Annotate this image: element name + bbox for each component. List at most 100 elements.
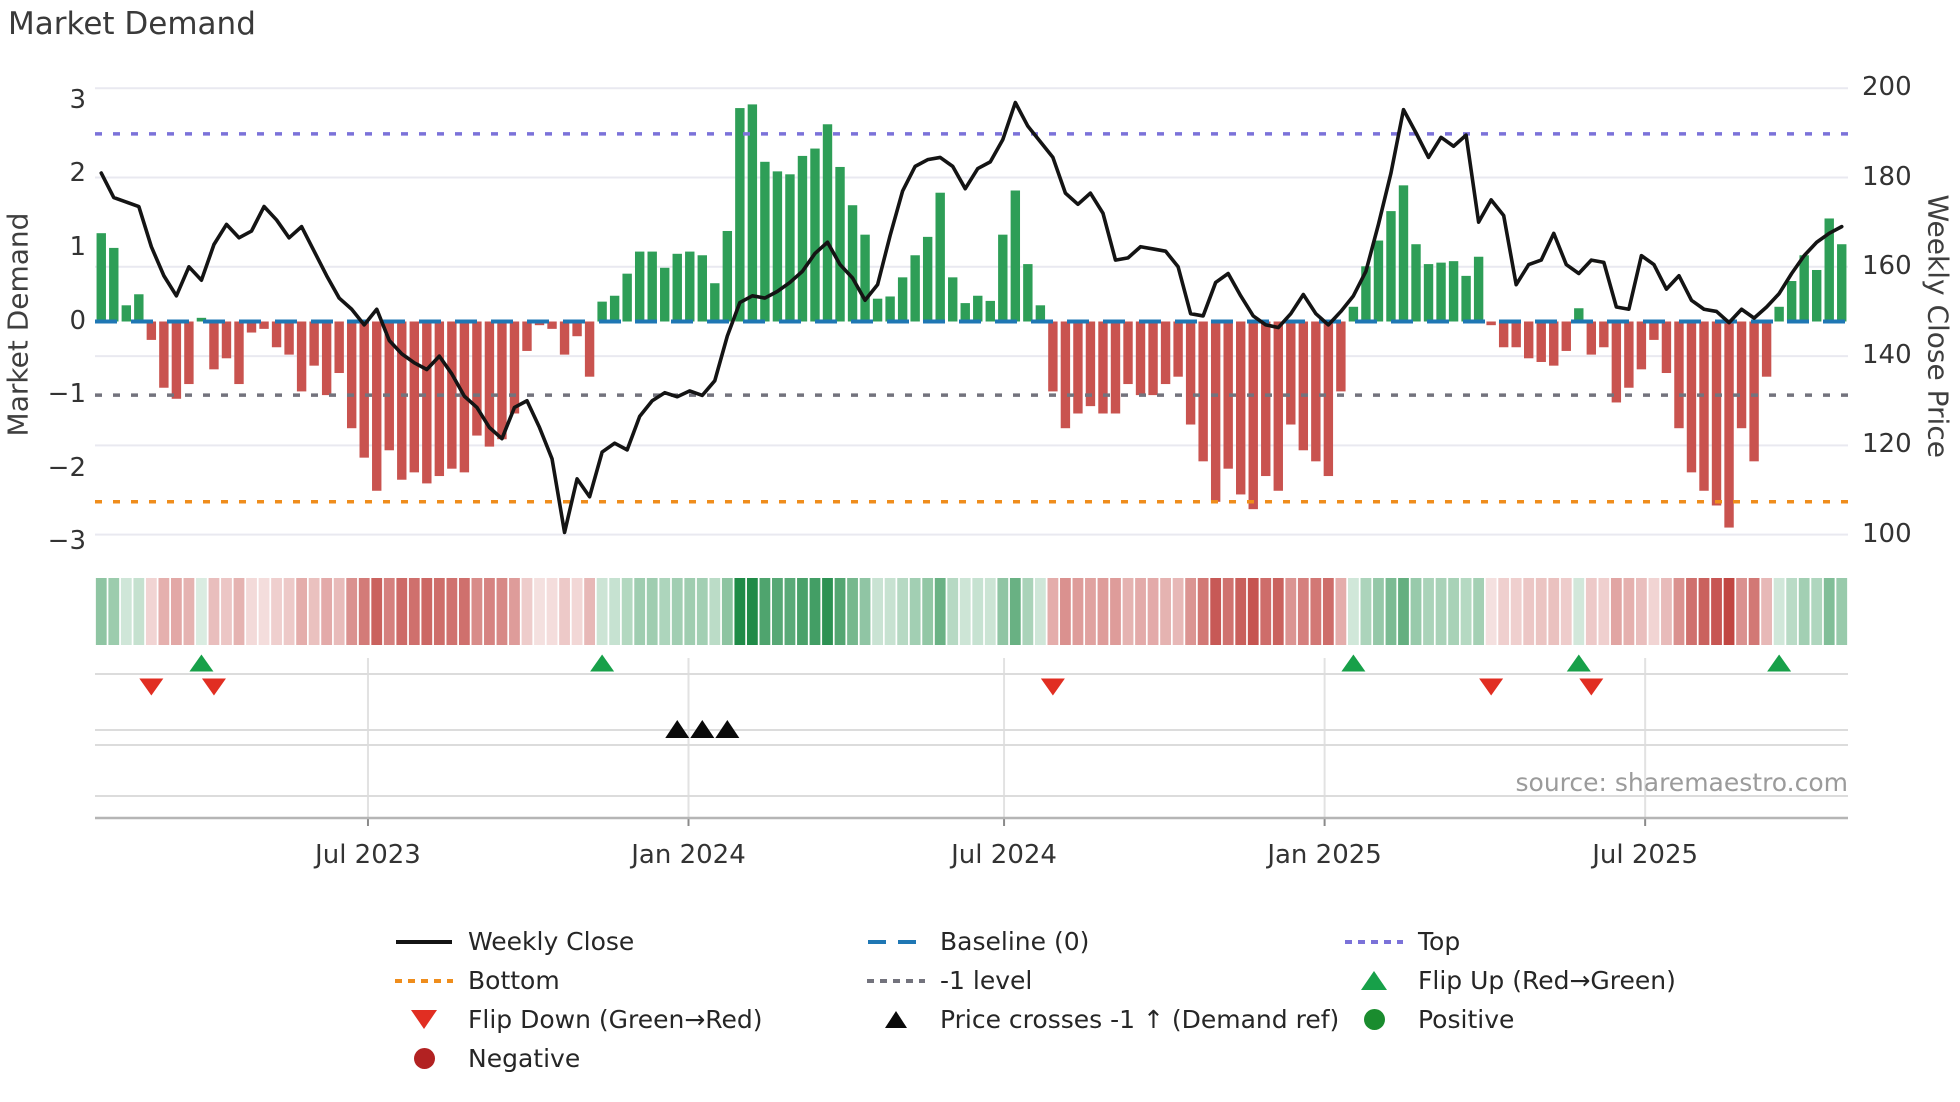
heatmap-cell: [634, 578, 646, 645]
heatmap-cell: [759, 578, 771, 645]
heatmap-cell: [609, 578, 621, 645]
heatmap-cell: [1373, 578, 1384, 645]
heatmap-cell: [797, 578, 808, 645]
demand-bar-negative: [346, 321, 357, 429]
heatmap-cell: [1322, 578, 1334, 645]
heatmap-cell: [997, 578, 1009, 645]
heatmap-cell: [1711, 578, 1722, 645]
legend-item: Baseline (0): [864, 922, 1342, 961]
heatmap-cell: [1297, 578, 1309, 645]
right-axis-tick: 100: [1862, 518, 1912, 549]
heatmap-cell: [709, 578, 721, 645]
heatmap-cell: [1210, 578, 1222, 645]
legend-label: Baseline (0): [940, 927, 1090, 956]
demand-bar-negative: [1048, 321, 1058, 392]
demand-bar-negative: [1236, 321, 1246, 495]
left-axis-tick: 0: [69, 305, 86, 336]
legend-label: Positive: [1418, 1005, 1515, 1034]
demand-bar-negative: [447, 321, 457, 469]
dash-blue-icon: [864, 939, 928, 944]
heatmap-cell: [859, 578, 871, 645]
demand-bar-negative: [184, 321, 194, 385]
demand-bar-negative: [1311, 321, 1321, 462]
demand-bar-negative: [171, 321, 182, 399]
heatmap-cell: [396, 578, 408, 645]
heatmap-cell: [1110, 578, 1121, 645]
demand-bar-negative: [422, 321, 432, 484]
heatmap-cell: [1335, 578, 1347, 645]
demand-bar-positive: [609, 295, 620, 322]
right-axis-tick: 140: [1862, 340, 1912, 371]
demand-bar-positive: [847, 205, 858, 322]
demand-bar-negative: [1210, 321, 1221, 502]
chart-title: Market Demand: [8, 6, 256, 42]
flip-up-marker: [1767, 654, 1792, 672]
demand-bar-negative: [1661, 321, 1672, 374]
demand-bar-positive: [860, 234, 870, 322]
demand-bar-negative: [271, 321, 282, 348]
heatmap-cell: [1535, 578, 1547, 645]
heatmap-cell: [1085, 578, 1096, 645]
demand-bar-negative: [1636, 321, 1647, 370]
heatmap-cell: [1435, 578, 1447, 645]
demand-bar-negative: [1498, 321, 1509, 348]
demand-bar-positive: [760, 161, 770, 322]
heatmap-cell: [1423, 578, 1434, 645]
demand-bar-negative: [234, 321, 244, 385]
demand-bar-positive: [810, 148, 820, 322]
heatmap-cell: [158, 578, 170, 645]
demand-bar-positive: [1386, 211, 1396, 322]
heatmap-cell: [346, 578, 358, 645]
demand-bar-positive: [1774, 306, 1784, 322]
left-axis-tick: 1: [69, 231, 86, 262]
demand-bar-positive: [1411, 244, 1421, 322]
demand-bar-positive: [672, 253, 682, 322]
demand-bar-negative: [1699, 321, 1709, 491]
demand-bar-negative: [1185, 321, 1196, 425]
heatmap-cell: [484, 578, 495, 645]
demand-bar-positive: [772, 171, 783, 322]
heatmap-cell: [897, 578, 909, 645]
legend-item: Negative: [392, 1039, 864, 1078]
demand-bar-negative: [1248, 321, 1258, 510]
heatmap-cell: [1598, 578, 1610, 645]
heatmap-cell: [95, 578, 107, 645]
heatmap-cell: [1135, 578, 1146, 645]
legend-label: Flip Up (Red→Green): [1418, 966, 1676, 995]
demand-bar-positive: [722, 230, 733, 322]
heatmap-cell: [1610, 578, 1622, 645]
heatmap-cell: [1523, 578, 1535, 645]
demand-bar-positive: [109, 247, 119, 322]
heatmap-cell: [1673, 578, 1685, 645]
demand-bar-negative: [1336, 321, 1346, 392]
heatmap-cell: [1172, 578, 1184, 645]
heatmap-cell: [1385, 578, 1397, 645]
heatmap-cell: [1097, 578, 1109, 645]
heatmap-cell: [1072, 578, 1084, 645]
demand-bar-positive: [797, 155, 808, 322]
heatmap-cell: [1310, 578, 1322, 645]
demand-bar-positive: [597, 301, 607, 322]
legend-item: Flip Up (Red→Green): [1342, 961, 1762, 1000]
demand-bar-negative: [1085, 321, 1096, 407]
heatmap-cell: [1798, 578, 1810, 645]
x-axis-tick: Jul 2023: [315, 840, 421, 870]
right-axis-tick: 180: [1862, 161, 1912, 192]
demand-bar-negative: [397, 321, 407, 480]
flip-up-marker: [1566, 654, 1591, 672]
price-cross-marker: [665, 720, 690, 738]
demand-bar-negative: [497, 321, 507, 440]
demand-bar-negative: [1586, 321, 1597, 355]
demand-bar-positive: [685, 251, 695, 322]
heatmap-cell: [947, 578, 959, 645]
left-axis-tick: 2: [69, 158, 86, 189]
demand-bar-negative: [1724, 321, 1734, 528]
heatmap-cell: [1448, 578, 1459, 645]
demand-bar-positive: [697, 255, 707, 322]
demand-bar-negative: [547, 321, 557, 329]
heatmap-cell: [433, 578, 445, 645]
tri-down-red-icon: [392, 1010, 456, 1029]
dot-purple-icon: [1342, 939, 1406, 944]
heatmap-cell: [822, 578, 833, 645]
demand-bar-negative: [1761, 321, 1772, 377]
